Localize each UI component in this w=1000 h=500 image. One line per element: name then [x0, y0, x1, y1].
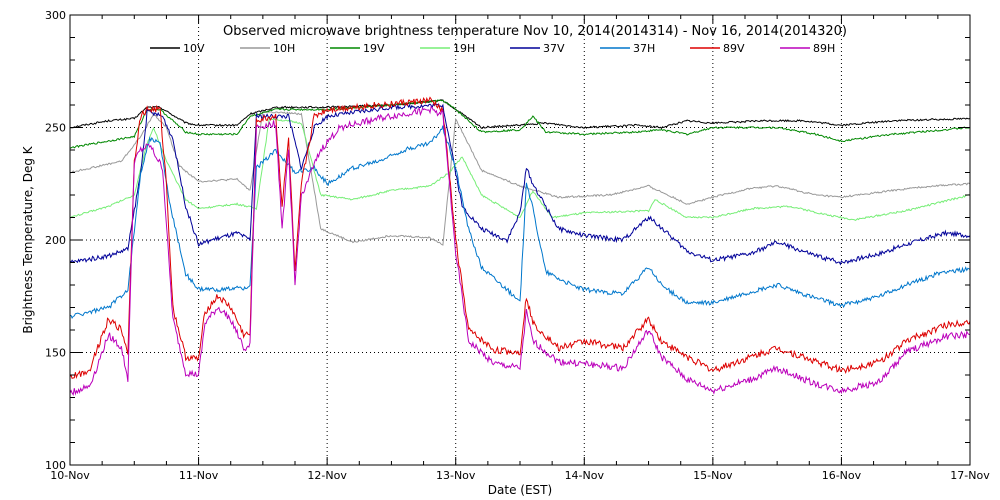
legend-label-19h: 19H	[453, 42, 475, 55]
x-tick-label: 17-Nov	[950, 469, 990, 482]
x-tick-label: 10-Nov	[50, 469, 90, 482]
series-line-37h	[69, 125, 971, 320]
series-line-37v	[69, 102, 971, 266]
legend-label-10h: 10H	[273, 42, 295, 55]
series-line-19h	[69, 116, 971, 222]
x-axis-label: Date (EST)	[488, 483, 552, 497]
series-line-19v	[69, 99, 971, 149]
tick-marks	[69, 14, 971, 466]
x-tick-label: 12-Nov	[307, 469, 347, 482]
legend: 10V 10H 19V 19H 37V 37H 89V 89H	[150, 42, 835, 55]
series-line-10h	[69, 110, 971, 246]
series-line-89h	[69, 105, 971, 397]
legend-label-19v: 19V	[363, 42, 385, 55]
y-tick-label: 100	[45, 459, 66, 472]
legend-label-10v: 10V	[183, 42, 205, 55]
x-tick-labels: 10-Nov 11-Nov 12-Nov 13-Nov 14-Nov 15-Nov 16-N…	[50, 469, 990, 482]
x-tick-label: 11-Nov	[179, 469, 219, 482]
grid-lines	[70, 15, 970, 465]
x-tick-label: 16-Nov	[822, 469, 862, 482]
x-tick-label: 13-Nov	[436, 469, 476, 482]
series-layer	[69, 96, 971, 397]
y-tick-labels: 100 150 200 250 300	[45, 9, 66, 472]
legend-label-37v: 37V	[543, 42, 565, 55]
y-tick-label: 300	[45, 9, 66, 22]
y-axis-label: Brightness Temperature, Deg K	[21, 145, 35, 333]
series-line-10v	[69, 99, 971, 130]
legend-label-37h: 37H	[633, 42, 655, 55]
y-tick-label: 250	[45, 122, 66, 135]
legend-label-89h: 89H	[813, 42, 835, 55]
y-tick-label: 200	[45, 234, 66, 247]
series-line-89v	[69, 96, 971, 380]
y-tick-label: 150	[45, 347, 66, 360]
x-tick-label: 15-Nov	[693, 469, 733, 482]
chart-title: Observed microwave brightness temperatur…	[223, 24, 847, 39]
legend-label-89v: 89V	[723, 42, 745, 55]
x-tick-label: 14-Nov	[565, 469, 605, 482]
